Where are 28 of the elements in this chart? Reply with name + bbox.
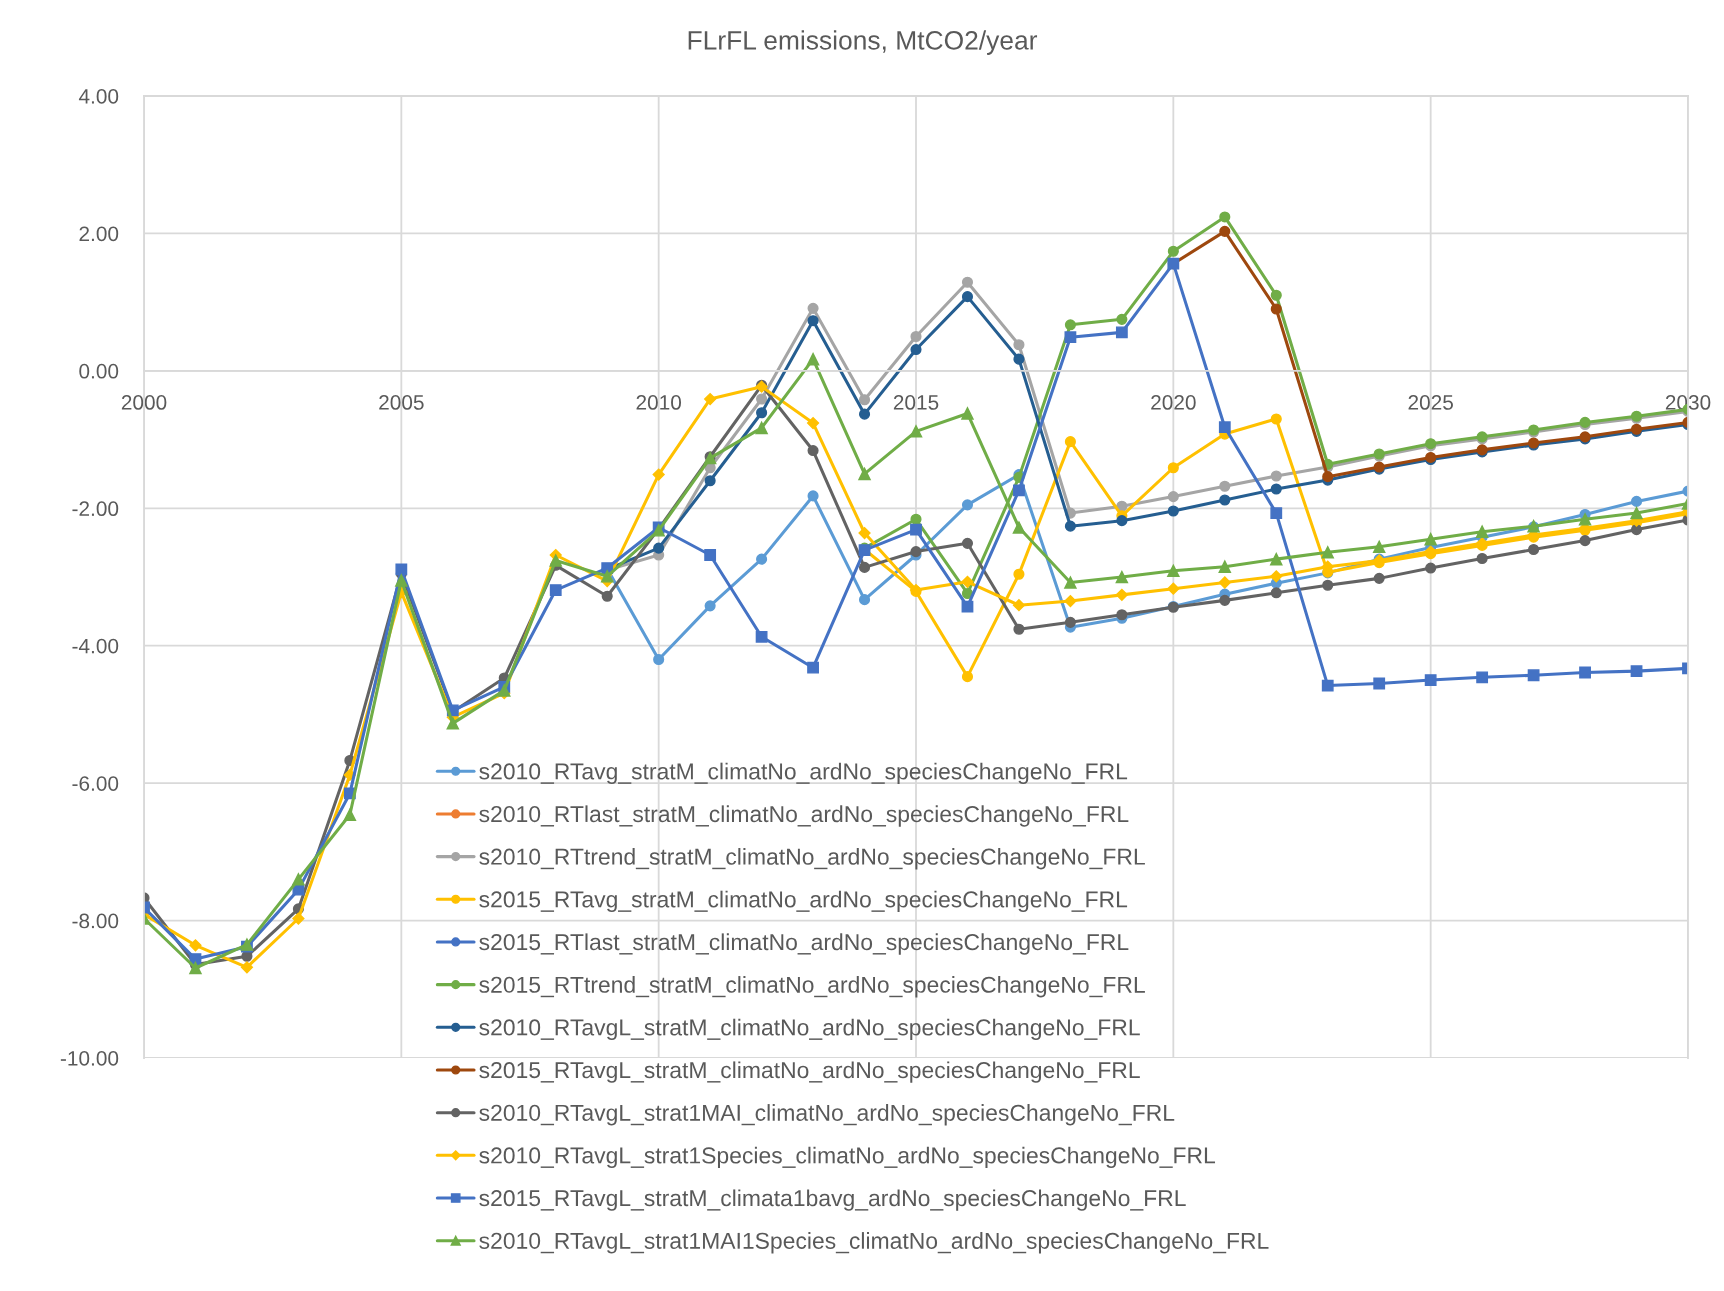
y-tick-label: -4.00 — [72, 638, 119, 654]
y-tick-label: 2.00 — [79, 226, 119, 242]
legend-label: s2010_RTtrend_stratM_climatNo_ardNo_speciesChangeNo_FRL — [479, 848, 1145, 870]
x-tick-label: 2015 — [893, 395, 939, 410]
y-tick-label: 0.00 — [79, 363, 119, 379]
legend-label: s2015_RTtrend_stratM_climatNo_ardNo_speciesChangeNo_FRL — [479, 976, 1145, 998]
legend-label: s2015_RTavgL_stratM_climata1bavg_ardNo_speciesChangeNo_FRL — [479, 1189, 1186, 1211]
legend-label: s2010_RTavgL_stratM_climatNo_ardNo_speciesChangeNo_FRL — [479, 1018, 1140, 1041]
x-tick-label: 2030 — [1665, 395, 1711, 410]
y-tick-label: -2.00 — [72, 501, 119, 517]
y-tick-label: -8.00 — [72, 913, 119, 929]
legend-label: s2010_RTavg_stratM_climatNo_ardNo_speciesChangeNo_FRL — [479, 762, 1128, 785]
x-tick-label: 2020 — [1151, 395, 1196, 410]
legend-label: s2015_RTavg_stratM_climatNo_ardNo_speciesChangeNo_FRL — [479, 890, 1128, 913]
legend-label: s2010_RTavgL_strat1Species_climatNo_ardNo_speciesChangeNo_FRL — [479, 1146, 1216, 1169]
y-tick-label: -6.00 — [72, 776, 119, 791]
legend-label: s2010_RTavgL_strat1MAI1Species_climatNo_ardNo_speciesChangeNo_FRL — [479, 1232, 1269, 1254]
x-tick-label: 2025 — [1408, 395, 1453, 410]
chart-title: FLrFL emissions, MtCO2/year — [688, 30, 1038, 55]
x-tick-label: 2005 — [379, 395, 424, 410]
y-tick-label: 4.00 — [78, 89, 119, 104]
legend-label: s2010_RTlast_stratM_climatNo_ardNo_speciesChangeNo_FRL — [479, 805, 1129, 827]
legend-label: s2010_RTavgL_strat1MAI_climatNo_ardNo_speciesChangeNo_FRL — [479, 1104, 1175, 1126]
x-tick-label: 2000 — [121, 395, 167, 410]
legend-label: s2015_RTavgL_stratM_climatNo_ardNo_speciesChangeNo_FRL — [479, 1061, 1140, 1083]
legend-label: s2015_RTlast_stratM_climatNo_ardNo_speciesChangeNo_FRL — [479, 933, 1129, 955]
x-tick-label: 2010 — [636, 395, 682, 410]
y-tick-label: -10.00 — [60, 1051, 119, 1066]
